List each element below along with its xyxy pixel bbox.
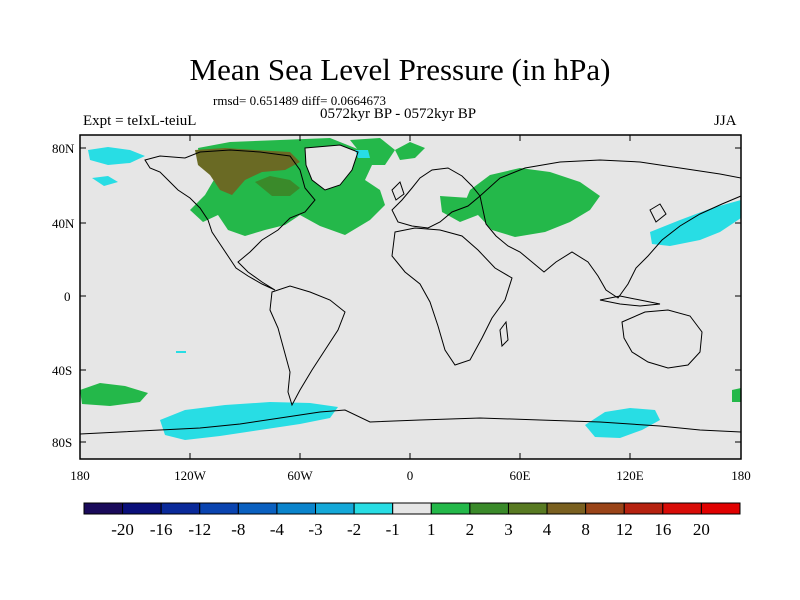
colorbar-swatch xyxy=(393,503,432,514)
colorbar-label: -2 xyxy=(347,520,361,540)
colorbar-label: -4 xyxy=(270,520,284,540)
colorbar-label: 8 xyxy=(581,520,590,540)
colorbar-label: -20 xyxy=(111,520,134,540)
colorbar-label: 2 xyxy=(466,520,475,540)
colorbar-swatch xyxy=(586,503,625,514)
colorbar-swatch xyxy=(624,503,663,514)
colorbar-swatch xyxy=(238,503,277,514)
colorbar-label: 20 xyxy=(693,520,710,540)
colorbar-swatch xyxy=(470,503,509,514)
colorbar-swatch xyxy=(123,503,162,514)
colorbar-label: -1 xyxy=(386,520,400,540)
colorbar-label: -16 xyxy=(150,520,173,540)
colorbar-swatch xyxy=(431,503,470,514)
colorbar-swatch xyxy=(200,503,239,514)
colorbar-label: 3 xyxy=(504,520,513,540)
colorbar-label: -8 xyxy=(231,520,245,540)
colorbar-swatch xyxy=(161,503,200,514)
colorbar-swatch xyxy=(316,503,355,514)
colorbar-label: -12 xyxy=(188,520,211,540)
colorbar-swatch xyxy=(84,503,123,514)
colorbar-swatch xyxy=(508,503,547,514)
colorbar-label: -3 xyxy=(308,520,322,540)
colorbar-swatch xyxy=(663,503,702,514)
colorbar-swatch xyxy=(354,503,393,514)
colorbar-label: 4 xyxy=(543,520,552,540)
colorbar xyxy=(0,0,800,600)
colorbar-label: 1 xyxy=(427,520,436,540)
colorbar-label: 12 xyxy=(616,520,633,540)
colorbar-label: 16 xyxy=(654,520,671,540)
colorbar-swatch xyxy=(701,503,740,514)
colorbar-swatch xyxy=(547,503,586,514)
colorbar-swatch xyxy=(277,503,316,514)
